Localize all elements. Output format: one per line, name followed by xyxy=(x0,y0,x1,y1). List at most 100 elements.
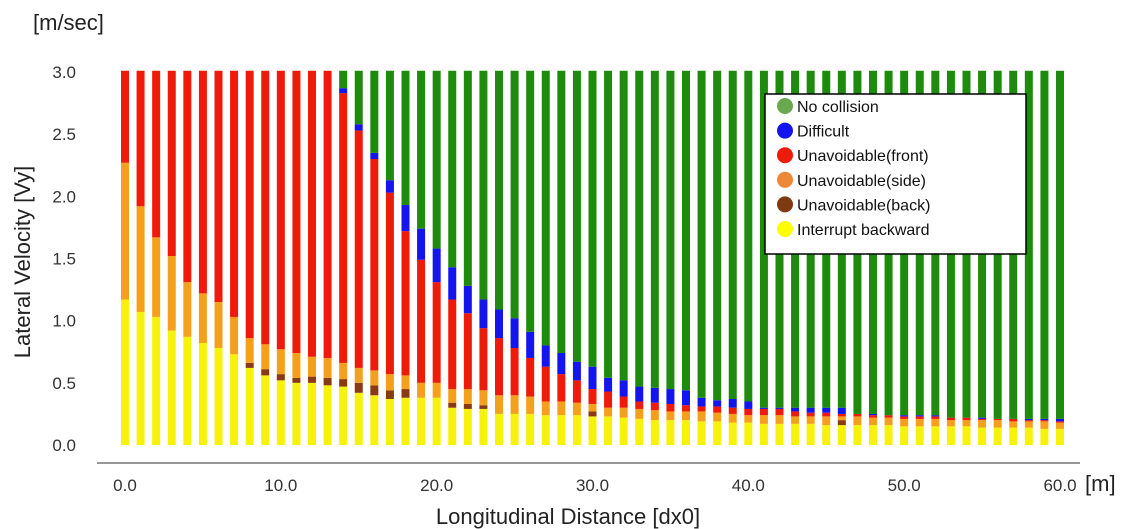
bar-unavoidable-front-8 xyxy=(245,70,254,339)
legend-label: Interrupt backward xyxy=(797,222,930,239)
bar-unavoidable-side-50 xyxy=(900,418,909,427)
y-tick-label: 3.0 xyxy=(52,63,76,82)
bar-unavoidable-side-0 xyxy=(121,162,129,300)
bar-unavoidable-side-53 xyxy=(946,420,955,427)
x-tick-label: 60.0 xyxy=(1043,476,1076,495)
bar-unavoidable-front-32 xyxy=(619,396,628,408)
bar-unavoidable-side-25 xyxy=(510,395,519,414)
bar-unavoidable-side-44 xyxy=(806,416,815,424)
bar-no-collision-21 xyxy=(448,70,457,268)
bar-unavoidable-front-11 xyxy=(292,70,301,353)
x-tick-label: 50.0 xyxy=(888,476,921,495)
bar-unavoidable-side-5 xyxy=(198,293,207,344)
legend-marker xyxy=(777,147,793,164)
bar-unavoidable-front-50 xyxy=(900,416,909,419)
bar-interrupt-backward-15 xyxy=(354,392,363,445)
bar-unavoidable-side-42 xyxy=(775,415,784,424)
bar-no-collision-36 xyxy=(682,70,690,391)
bar-unavoidable-back-17 xyxy=(385,390,394,399)
bar-interrupt-backward-54 xyxy=(962,426,971,445)
bar-unavoidable-front-35 xyxy=(666,403,675,412)
bar-difficult-37 xyxy=(697,397,706,407)
bar-unavoidable-back-8 xyxy=(245,362,254,368)
bar-unavoidable-side-4 xyxy=(183,282,192,337)
bar-difficult-24 xyxy=(495,309,503,339)
bar-interrupt-backward-10 xyxy=(276,380,285,445)
bar-unavoidable-side-55 xyxy=(978,420,987,428)
bar-interrupt-backward-60 xyxy=(1056,428,1064,445)
bar-unavoidable-front-34 xyxy=(650,402,659,411)
bar-unavoidable-front-25 xyxy=(510,348,519,396)
bar-difficult-60 xyxy=(1056,418,1064,422)
bar-unavoidable-side-21 xyxy=(448,389,457,403)
bar-interrupt-backward-38 xyxy=(713,421,722,445)
bar-no-collision-27 xyxy=(541,70,550,346)
bar-unavoidable-front-40 xyxy=(744,408,753,416)
legend-marker xyxy=(777,98,793,114)
bar-difficult-38 xyxy=(713,400,722,407)
bar-unavoidable-front-45 xyxy=(822,412,831,417)
bar-unavoidable-front-57 xyxy=(1009,418,1018,422)
bar-no-collision-32 xyxy=(619,70,628,381)
bar-interrupt-backward-6 xyxy=(214,348,223,445)
bar-no-collision-26 xyxy=(526,70,535,332)
bar-unavoidable-back-10 xyxy=(276,374,285,381)
bar-difficult-48 xyxy=(869,413,877,416)
bar-no-collision-16 xyxy=(370,70,379,153)
bar-unavoidable-side-57 xyxy=(1009,421,1018,428)
bar-unavoidable-side-18 xyxy=(401,375,410,390)
bar-difficult-41 xyxy=(759,407,768,409)
bar-interrupt-backward-23 xyxy=(479,408,488,445)
bar-interrupt-backward-43 xyxy=(791,423,800,445)
bar-unavoidable-front-2 xyxy=(152,70,161,238)
bar-difficult-33 xyxy=(635,386,644,402)
y-tick-label: 1.0 xyxy=(52,312,76,331)
bar-interrupt-backward-53 xyxy=(946,426,955,445)
bar-difficult-31 xyxy=(604,377,613,392)
bar-interrupt-backward-25 xyxy=(510,413,519,445)
bar-interrupt-backward-42 xyxy=(775,423,784,445)
bar-interrupt-backward-51 xyxy=(915,426,924,445)
legend-box xyxy=(764,93,1027,255)
bar-unavoidable-back-30 xyxy=(588,411,597,417)
bar-unavoidable-front-19 xyxy=(417,259,426,383)
bar-difficult-43 xyxy=(791,407,800,412)
bar-difficult-50 xyxy=(900,415,909,417)
bar-interrupt-backward-28 xyxy=(557,415,566,445)
bar-unavoidable-side-43 xyxy=(791,416,800,424)
bar-unavoidable-side-39 xyxy=(728,413,737,423)
bar-no-collision-35 xyxy=(666,70,675,390)
bar-unavoidable-front-36 xyxy=(682,405,690,412)
bar-no-collision-34 xyxy=(650,70,659,388)
bar-difficult-21 xyxy=(448,267,457,300)
bar-difficult-18 xyxy=(401,205,410,232)
bar-difficult-40 xyxy=(744,401,753,409)
x-tick-label: 10.0 xyxy=(264,476,297,495)
bar-unavoidable-back-22 xyxy=(463,403,472,409)
bar-unavoidable-side-22 xyxy=(463,389,472,404)
bar-difficult-26 xyxy=(526,331,535,358)
bar-unavoidable-side-26 xyxy=(526,396,535,414)
bar-unavoidable-side-11 xyxy=(292,352,301,378)
bar-no-collision-17 xyxy=(385,70,394,181)
bar-unavoidable-side-45 xyxy=(822,416,831,426)
bar-unavoidable-front-10 xyxy=(276,70,285,350)
bar-difficult-52 xyxy=(931,415,940,417)
bar-unavoidable-front-47 xyxy=(853,413,862,417)
bar-no-collision-19 xyxy=(417,70,426,229)
bar-no-collision-33 xyxy=(635,70,644,387)
bar-difficult-55 xyxy=(978,417,987,419)
bar-unavoidable-front-15 xyxy=(354,130,363,368)
bar-unavoidable-front-60 xyxy=(1056,421,1064,423)
bar-unavoidable-front-21 xyxy=(448,299,457,390)
bar-no-collision-38 xyxy=(713,70,722,401)
bar-interrupt-backward-7 xyxy=(230,354,239,445)
ticks-group: 0.0 0.5 1.0 1.5 2.0 2.5 3.0 0.0 10.0 20.0 30.0 40.0… xyxy=(52,63,1076,495)
bar-interrupt-backward-9 xyxy=(261,375,270,445)
x-axis-title: Longitudinal Distance [dx0] xyxy=(436,504,700,529)
bar-interrupt-backward-41 xyxy=(759,423,768,445)
bar-interrupt-backward-8 xyxy=(245,367,254,445)
bar-interrupt-backward-40 xyxy=(744,422,753,445)
bar-unavoidable-side-31 xyxy=(604,407,613,417)
bar-difficult-25 xyxy=(510,318,519,349)
